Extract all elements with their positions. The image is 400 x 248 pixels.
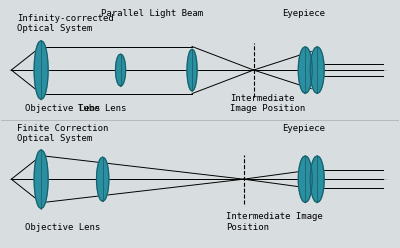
Text: Objective Lens: Objective Lens bbox=[25, 104, 100, 113]
Text: Parallel Light Beam: Parallel Light Beam bbox=[101, 9, 203, 18]
Text: Eyepiece: Eyepiece bbox=[282, 9, 325, 18]
Text: Eyepiece: Eyepiece bbox=[282, 124, 325, 133]
Polygon shape bbox=[116, 54, 126, 86]
Text: Infinity-corrected
Optical System: Infinity-corrected Optical System bbox=[17, 14, 114, 33]
Polygon shape bbox=[96, 157, 109, 201]
Text: Objective Lens: Objective Lens bbox=[25, 223, 100, 232]
Text: Intermediate Image
Position: Intermediate Image Position bbox=[226, 213, 322, 232]
Text: Tube Lens: Tube Lens bbox=[78, 104, 127, 113]
Polygon shape bbox=[34, 41, 48, 99]
Polygon shape bbox=[34, 150, 48, 209]
Polygon shape bbox=[310, 47, 324, 93]
Polygon shape bbox=[310, 156, 324, 202]
Polygon shape bbox=[298, 156, 312, 202]
Polygon shape bbox=[298, 47, 312, 93]
Text: Finite Correction
Optical System: Finite Correction Optical System bbox=[17, 124, 109, 143]
Polygon shape bbox=[187, 49, 197, 91]
Text: Intermediate
Image Position: Intermediate Image Position bbox=[230, 93, 305, 113]
